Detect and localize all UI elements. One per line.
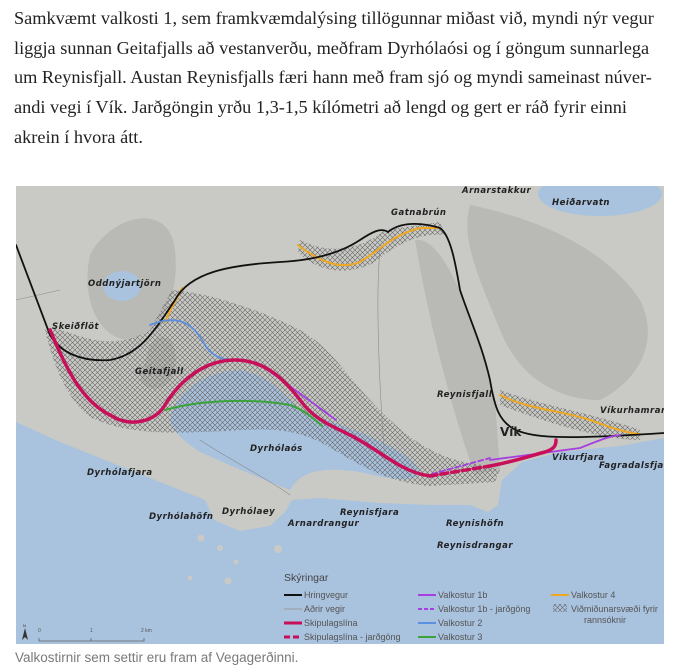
legend-item: Valkostur 1b - jarðgöng <box>438 604 530 614</box>
mountain-shading <box>87 205 648 475</box>
label-reynisfjara: Reynisfjara <box>340 508 399 518</box>
label-skeidflot: Skeiðflöt <box>52 322 99 332</box>
scale-tick: 0 <box>38 628 41 634</box>
north-arrow-icon: N <box>22 623 28 640</box>
route-options-map: Arnarstakkur Heiðarvatn Gatnabrún Oddnýj… <box>16 186 664 644</box>
svg-text:N: N <box>23 623 26 628</box>
label-dyrholaos: Dyrhólaós <box>250 443 303 454</box>
label-vikurfjara: Víkurfjara <box>552 453 605 463</box>
legend-item: Hringvegur <box>304 590 348 600</box>
legend-title: Skýringar <box>284 572 329 584</box>
paragraph-line: Samkvæmt valkosti 1, sem framkvæmdalýsin… <box>14 8 654 28</box>
legend-item: Aðrir vegir <box>304 604 345 614</box>
legend-item: Valkostur 2 <box>438 618 482 628</box>
oddnyjartjorn-lake <box>103 271 141 301</box>
label-vik: Vík <box>500 425 522 439</box>
scale-bar: 0 1 2 km <box>38 628 152 642</box>
study-area-hatch <box>45 222 640 486</box>
paragraph-line: andi vegi í Vík. Jarðgöngin yrðu 1,3-1,5… <box>14 97 627 118</box>
label-oddnyjartjorn: Oddnýjartjörn <box>88 279 161 289</box>
route-valkostur-3 <box>164 399 323 427</box>
label-vikurhamrar: Víkurhamrar <box>600 406 664 416</box>
other-roads <box>16 249 386 496</box>
map-caption: Valkostirnir sem settir eru fram af Vega… <box>15 650 299 665</box>
label-arnardrangur: Arnardrangur <box>287 519 359 529</box>
legend-item-cont: rannsóknir <box>584 615 626 625</box>
paragraph-line: liggja sunnan Geitafjalls að vestanverðu… <box>14 37 650 58</box>
paragraph-line: akrein í hvora átt. <box>14 126 143 147</box>
label-reynisdrangar: Reynisdrangar <box>437 541 513 551</box>
route-skipulagslina <box>48 328 558 478</box>
heidarvatn-lake <box>538 186 662 216</box>
scale-tick: 1 <box>90 628 93 634</box>
label-reynishofn: Reynishöfn <box>446 519 504 529</box>
route-valkostur-1b-tunnel <box>431 457 491 475</box>
legend-item: Valkostur 3 <box>438 632 482 642</box>
legend-item: Skipulagslína <box>304 618 358 628</box>
legend-item: Valkostur 4 <box>571 590 615 600</box>
article-paragraph: Samkvæmt valkosti 1, sem framkvæmdalýsin… <box>14 4 679 153</box>
label-dyrholaey: Dyrhólaey <box>222 506 275 517</box>
label-dyrholahofn: Dyrhólahöfn <box>149 511 213 522</box>
label-geitafjall: Geitafjall <box>135 367 184 377</box>
label-dyrholafjara: Dyrhólafjara <box>87 467 153 478</box>
scale-tick: 2 km <box>141 628 152 634</box>
label-heidarvatn: Heiðarvatn <box>552 198 610 208</box>
label-gatnabrun: Gatnabrún <box>391 208 446 218</box>
route-hringvegur <box>16 223 664 439</box>
islets <box>187 534 282 585</box>
label-fagradalsfjara: Fagradalsfjara <box>599 461 664 471</box>
legend: Skýringar Hringvegur Aðrir vegir Skipula… <box>284 572 658 642</box>
label-arnarstakkur: Arnarstakkur <box>461 186 531 196</box>
route-skipulagslina-tunnel <box>428 464 492 478</box>
legend-item: Viðmiðunarsvæði fyrir <box>571 604 658 614</box>
legend-item: Skipulagslína - jarðgöng <box>304 632 401 642</box>
legend-item: Valkostur 1b <box>438 590 487 600</box>
paragraph-line: um Reynisfjall. Austan Reynisfjalls færi… <box>14 67 652 88</box>
label-reynisfjall: Reynisfjall <box>437 390 493 400</box>
